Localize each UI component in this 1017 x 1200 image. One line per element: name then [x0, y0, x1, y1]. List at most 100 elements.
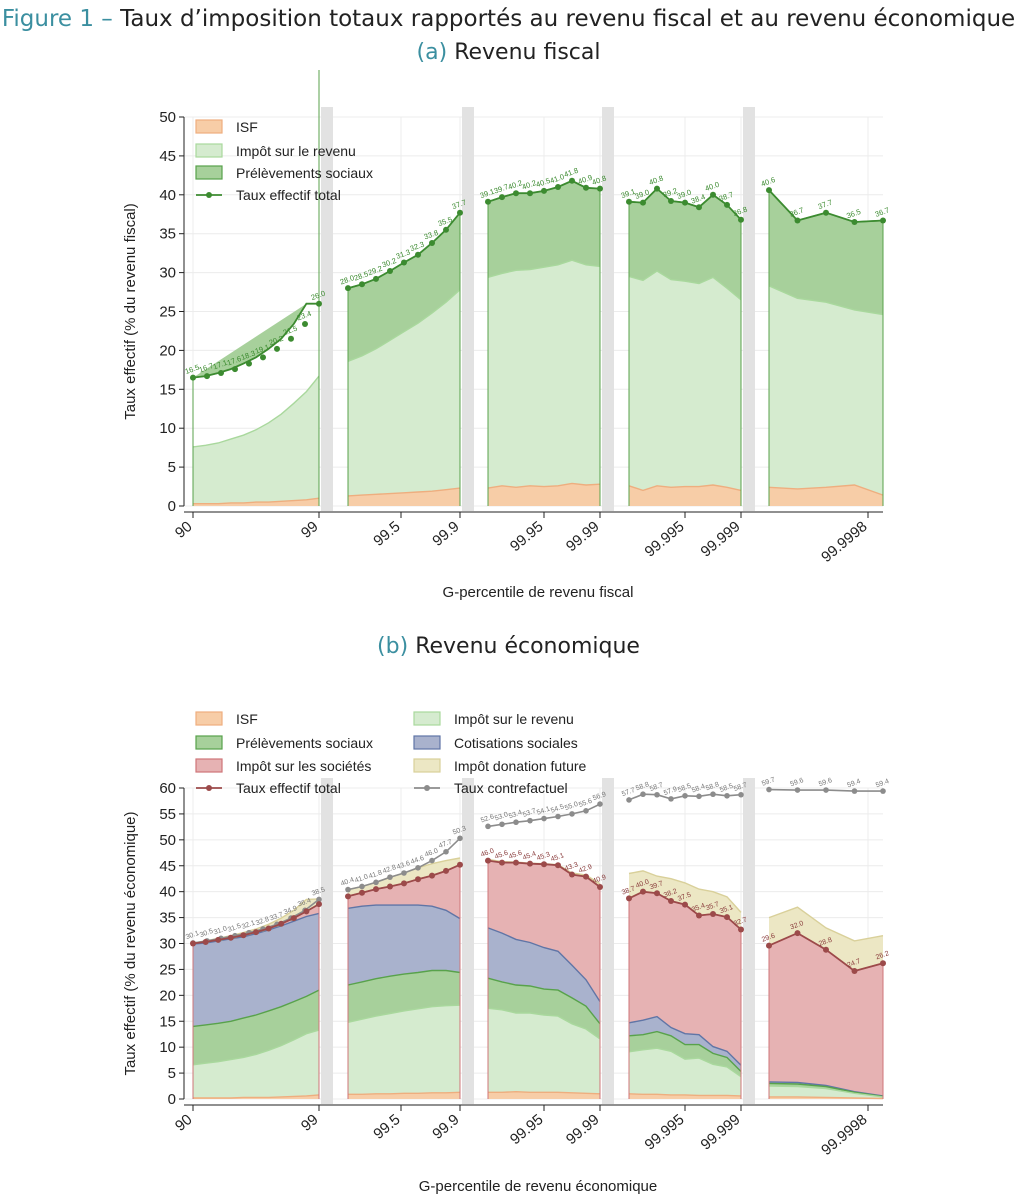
area-cotisations-sociales-edge	[487, 927, 601, 1002]
x-tick-label: 99.999	[697, 518, 743, 561]
counterfactual-label: 52.6	[480, 813, 495, 824]
x-tick-label: 99.95	[507, 1111, 547, 1148]
total-rate-point	[569, 177, 575, 184]
total-rate-point	[738, 216, 744, 223]
total-rate-point	[485, 198, 491, 205]
area-prelevements-sociaux-edge	[487, 977, 601, 1025]
legend-label: Prélèvements sociaux	[236, 735, 373, 751]
x-tick-label: 99	[298, 1111, 322, 1135]
total-rate-label: 32.0	[789, 920, 804, 931]
counterfactual-point	[387, 874, 393, 880]
total-rate-point	[583, 184, 589, 191]
total-rate-point	[541, 187, 547, 194]
area-isf-edge	[347, 487, 461, 497]
total-rate-point	[401, 259, 407, 266]
counterfactual-label: 59.4	[875, 778, 890, 789]
y-tick-label: 20	[159, 987, 176, 1004]
legend-swatch	[195, 165, 223, 180]
x-tick-label: 99.99	[563, 518, 603, 555]
counterfactual-label: 58.8	[705, 781, 720, 792]
area-impot-revenu	[488, 260, 600, 489]
x-tick-label: 90	[172, 518, 196, 542]
counterfactual-label: 38.5	[311, 886, 326, 897]
counterfactual-point	[513, 819, 519, 826]
total-rate-point	[265, 925, 272, 932]
total-rate-point	[696, 912, 702, 919]
counterfactual-label: 32.1	[241, 920, 256, 931]
area-prelevements-sociaux-edge	[628, 1030, 742, 1072]
counterfactual-label: 53.0	[494, 811, 509, 822]
counterfactual-label: 54.1	[536, 806, 551, 817]
area-impot-revenu-edge	[487, 1007, 601, 1040]
total-rate-label: 38.7	[621, 885, 636, 896]
total-rate-point	[880, 960, 886, 967]
total-rate-point	[640, 199, 646, 206]
total-rate-label: 40.9	[592, 874, 607, 885]
area-isf-edge	[768, 484, 884, 496]
area-isf	[488, 483, 600, 506]
area-cotisations-sociales	[193, 913, 319, 1027]
panel-b-label: (b)	[377, 634, 409, 659]
y-tick-label: 20	[159, 342, 176, 359]
x-tick-label: 99.999	[697, 1111, 743, 1154]
counterfactual-label: 56.9	[592, 791, 607, 802]
area-prelevements-sociaux	[629, 188, 741, 300]
area-prelevements-sociaux	[193, 303, 307, 378]
total-rate-point	[724, 201, 730, 208]
total-rate-label: 45.6	[494, 850, 509, 861]
total-rate-point	[345, 285, 351, 292]
total-rate-label: 28.8	[818, 937, 833, 948]
total-rate-label: 39.7	[649, 880, 664, 891]
total-rate-point	[499, 194, 505, 201]
total-rate-label: 45.6	[508, 850, 523, 861]
total-rate-point	[302, 320, 308, 327]
counterfactual-label: 58.5	[677, 783, 692, 794]
area-cotisations-sociales-edge	[347, 904, 461, 920]
total-rate-point	[345, 893, 351, 900]
counterfactual-point	[443, 848, 449, 855]
total-rate-label: 43.3	[564, 861, 579, 872]
area-impot-revenu	[193, 1030, 319, 1098]
area-impot-revenu	[348, 1005, 460, 1095]
total-rate-point	[710, 191, 716, 198]
total-rate-point	[823, 946, 829, 953]
total-rate-point	[429, 240, 435, 247]
figure-title-text: Taux d’imposition totaux rapportés au re…	[120, 6, 1016, 32]
total-rate-point	[513, 190, 519, 197]
panel-a-title: (a) Revenu fiscal	[0, 40, 1017, 65]
total-rate-point	[710, 910, 716, 917]
area-impot-revenu	[629, 271, 741, 491]
total-rate-point	[288, 335, 294, 342]
total-rate-point	[555, 184, 561, 191]
total-rate-point	[668, 198, 674, 205]
legend-swatch	[413, 711, 441, 726]
total-rate-point	[597, 884, 603, 891]
y-tick-label: 5	[168, 1065, 176, 1082]
segment-separator	[321, 107, 333, 511]
counterfactual-label: 58.7	[733, 782, 748, 793]
total-rate-label: 45.4	[522, 851, 537, 862]
total-rate-label: 46.0	[480, 848, 495, 859]
total-rate-label: 38.7	[718, 190, 735, 203]
legend-swatch	[413, 758, 441, 773]
y-tick-label: 5	[168, 459, 176, 476]
total-rate-point	[457, 209, 463, 216]
total-rate-point	[583, 873, 589, 880]
counterfactual-label: 55.6	[578, 798, 593, 809]
counterfactual-label: 42.8	[382, 864, 397, 875]
total-rate-point	[246, 360, 252, 367]
area-impot-donation-edge	[628, 870, 742, 913]
panel-a-title-text: Revenu fiscal	[454, 40, 601, 65]
total-rate-point	[654, 890, 660, 897]
counterfactual-point	[738, 791, 744, 798]
total-rate-point	[668, 897, 674, 904]
total-rate-point	[373, 275, 379, 282]
area-impot-donation	[193, 898, 319, 944]
total-rate-label: 38.2	[663, 888, 678, 899]
total-rate-point	[240, 932, 247, 939]
area-isf-edge	[628, 1093, 742, 1097]
total-rate-label: 35.4	[691, 902, 706, 913]
total-rate-point	[415, 876, 421, 883]
counterfactual-label: 40.4	[340, 877, 355, 888]
area-impot-revenu-edge	[487, 259, 601, 278]
